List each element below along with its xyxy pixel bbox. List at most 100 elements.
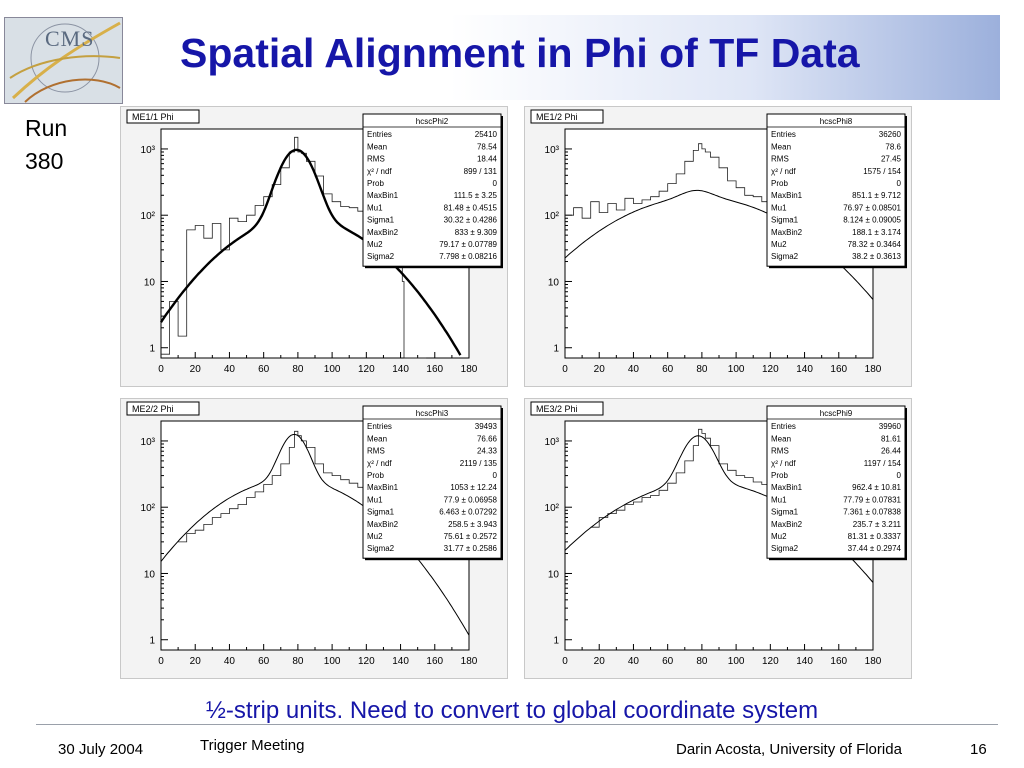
stats-key: Mu1: [367, 495, 383, 504]
stats-value: 962.4 ± 10.81: [852, 483, 901, 492]
stats-key: Entries: [771, 422, 796, 431]
stats-key: Entries: [771, 130, 796, 139]
x-tick-label: 40: [224, 656, 236, 667]
stats-box-hist-name: hcscPhi9: [820, 409, 853, 418]
stats-key: χ² / ndf: [771, 459, 796, 468]
stats-value: 30.32 ± 0.4286: [444, 216, 498, 225]
chart-title-box: [126, 109, 200, 124]
run-number: 380: [25, 148, 64, 174]
y-tick-label: 10²: [545, 211, 560, 222]
header-band: [0, 15, 1000, 100]
histogram-svg: 0 20 40 60 80 100 120 140 160 180 1 10 10² 10³ ME1/2 P…: [530, 109, 907, 375]
x-tick-label: 80: [292, 364, 304, 375]
stats-key: RMS: [771, 447, 789, 456]
stats-value: 111.5 ± 3.25: [454, 191, 498, 200]
stats-value: 78.6: [885, 142, 901, 151]
stats-value: 1575 / 154: [863, 167, 901, 176]
stats-key: Mu1: [771, 203, 787, 212]
chart-title: ME3/2 Phi: [536, 404, 578, 414]
stats-box-hist-name: hcscPhi3: [416, 409, 449, 418]
stats-value: 36260: [879, 130, 902, 139]
fit-curve: [159, 148, 462, 356]
stats-key: Mu2: [771, 532, 787, 541]
logo-text: CMS: [45, 26, 95, 51]
stats-value: 39960: [879, 422, 902, 431]
stats-box: [362, 405, 502, 559]
x-tick-label: 20: [594, 656, 606, 667]
histogram-svg: 0 20 40 60 80 100 120 140 160 180 1 10 10² 10³ ME2/2 P…: [126, 401, 503, 667]
stats-box: [362, 113, 502, 267]
x-tick-label: 140: [796, 364, 813, 375]
x-tick-label: 100: [324, 364, 341, 375]
stats-key: MaxBin2: [367, 228, 399, 237]
stats-key: Sigma2: [771, 544, 799, 553]
stats-key: MaxBin2: [771, 520, 803, 529]
stats-key: Entries: [367, 422, 392, 431]
caption: ½-strip units. Need to convert to global…: [205, 697, 819, 724]
y-tick-label: 10³: [545, 145, 560, 156]
histogram-svg: 0 20 40 60 80 100 120 140 160 180 1 10 10² 10³ ME1/1 P…: [126, 109, 503, 375]
x-tick-label: 140: [796, 656, 813, 667]
y-tick-label: 1: [149, 636, 155, 647]
stats-value: 7.798 ± 0.08216: [439, 252, 497, 261]
stats-key: Prob: [367, 471, 384, 480]
y-tick-label: 10²: [141, 503, 156, 514]
x-tick-label: 100: [324, 656, 341, 667]
x-tick-label: 20: [594, 364, 606, 375]
x-tick-label: 80: [292, 656, 304, 667]
stats-key: Mu2: [367, 532, 383, 541]
stats-key: Sigma1: [771, 508, 799, 517]
stats-value: 899 / 131: [464, 167, 498, 176]
stats-key: MaxBin1: [771, 191, 803, 200]
run-label-word: Run: [25, 115, 68, 141]
stats-value: 6.463 ± 0.07292: [439, 508, 497, 517]
x-tick-label: 80: [696, 364, 708, 375]
stats-value: 0: [897, 179, 902, 188]
x-tick-label: 40: [628, 364, 640, 375]
y-tick-label: 10³: [141, 437, 156, 448]
x-tick-label: 20: [190, 364, 202, 375]
y-tick-label: 10²: [141, 211, 156, 222]
cms-logo: CMS: [4, 17, 123, 104]
y-tick-label: 10: [548, 277, 560, 288]
stats-key: Mu2: [367, 240, 383, 249]
footer-author: Darin Acosta, University of Florida: [676, 741, 902, 758]
x-tick-label: 60: [662, 364, 674, 375]
stats-value: 0: [493, 471, 498, 480]
y-tick-label: 1: [553, 344, 559, 355]
x-tick-label: 120: [358, 364, 375, 375]
x-tick-label: 140: [392, 364, 409, 375]
stats-key: Sigma2: [367, 252, 395, 261]
x-tick-label: 180: [461, 364, 478, 375]
stats-key: Entries: [367, 130, 392, 139]
stats-value: 1053 ± 12.24: [450, 483, 497, 492]
stats-key: χ² / ndf: [367, 167, 392, 176]
stats-key: RMS: [771, 155, 789, 164]
x-tick-label: 60: [662, 656, 674, 667]
stats-value: 24.33: [477, 447, 498, 456]
stats-value: 7.361 ± 0.07838: [843, 508, 901, 517]
chart-panel-me22: 0 20 40 60 80 100 120 140 160 180 1 10 10² 10³ ME2/2 P…: [120, 398, 508, 679]
stats-key: RMS: [367, 447, 385, 456]
stats-value: 851.1 ± 9.712: [852, 191, 901, 200]
stats-value: 25410: [475, 130, 498, 139]
stats-value: 77.9 ± 0.06958: [444, 495, 498, 504]
y-tick-label: 1: [149, 344, 155, 355]
chart-title-box: [530, 401, 604, 416]
y-tick-label: 10: [548, 569, 560, 580]
x-tick-label: 40: [628, 656, 640, 667]
stats-box: [766, 113, 906, 267]
x-tick-label: 140: [392, 656, 409, 667]
stats-key: Sigma2: [771, 252, 799, 261]
stats-key: Mean: [367, 434, 387, 443]
y-tick-label: 10: [144, 569, 156, 580]
stats-value: 81.31 ± 0.3337: [848, 532, 902, 541]
chart-panel-me32: 0 20 40 60 80 100 120 140 160 180 1 10 10² 10³ ME3/2 P…: [524, 398, 912, 679]
stats-key: Sigma1: [367, 508, 395, 517]
x-tick-label: 40: [224, 364, 236, 375]
x-tick-label: 160: [426, 656, 443, 667]
page-number: 16: [970, 741, 987, 758]
x-tick-label: 0: [562, 656, 568, 667]
stats-key: Prob: [771, 179, 788, 188]
stats-value: 235.7 ± 3.211: [853, 520, 902, 529]
